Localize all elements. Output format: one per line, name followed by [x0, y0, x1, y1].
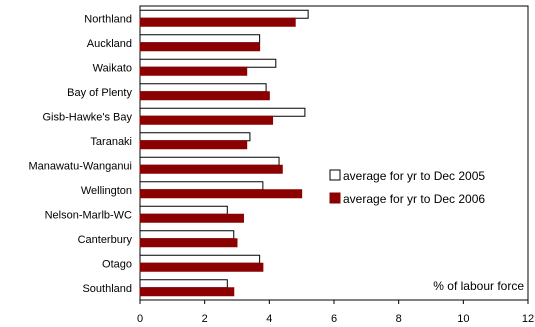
- bar-2005: [139, 132, 251, 142]
- category-label: Northland: [84, 13, 132, 25]
- x-tick-label: 10: [457, 313, 469, 325]
- bars-group: [139, 9, 309, 297]
- bar-2006: [139, 17, 296, 27]
- bar-2006: [139, 66, 248, 76]
- bar-2005: [139, 83, 267, 93]
- category-label: Otago: [102, 258, 132, 270]
- bar-2005: [139, 34, 261, 44]
- bar-2005: [139, 181, 264, 191]
- bar-2005: [139, 279, 228, 289]
- bar-2006: [139, 213, 244, 223]
- x-axis-ticks: 0 2 4 6 8 10 12: [137, 300, 534, 325]
- bar-2005: [139, 254, 261, 264]
- x-tick-label: 4: [266, 313, 272, 325]
- category-label: Manawatu-Wanganui: [28, 160, 132, 172]
- legend-swatch-2006: [329, 192, 341, 204]
- x-tick-label: 2: [202, 313, 208, 325]
- plot-area: [139, 5, 529, 301]
- bar-2006: [139, 91, 270, 101]
- bar-2006: [139, 189, 303, 199]
- x-tick-label: 6: [331, 313, 337, 325]
- category-label: Wellington: [81, 185, 132, 197]
- legend-label-2005: average for yr to Dec 2005: [343, 169, 485, 183]
- bar-2005: [139, 58, 277, 68]
- x-tick-label: 12: [522, 313, 534, 325]
- bar-2005: [139, 9, 309, 19]
- category-label: Southland: [82, 283, 132, 295]
- category-label: Auckland: [87, 38, 132, 50]
- bar-2006: [139, 238, 238, 248]
- bar-2005: [139, 156, 280, 166]
- bar-2006: [139, 164, 283, 174]
- unit-annotation: % of labour force: [433, 279, 524, 293]
- category-label: Gisb-Hawke's Bay: [42, 111, 132, 123]
- category-label: Canterbury: [78, 234, 133, 246]
- bar-2006: [139, 262, 264, 272]
- category-labels: Northland Auckland Waikato Bay of Plenty Gis…: [28, 13, 132, 295]
- bar-2006: [139, 287, 235, 297]
- legend-swatch-2005: [329, 169, 341, 181]
- category-label: Nelson-Marlb-WC: [45, 209, 132, 221]
- bar-2005: [139, 107, 306, 117]
- x-tick-label: 0: [137, 313, 143, 325]
- bar-2005: [139, 205, 228, 215]
- category-label: Taranaki: [90, 136, 132, 148]
- bar-2006: [139, 115, 274, 125]
- bar-2006: [139, 140, 248, 150]
- legend: average for yr to Dec 2005 average for y…: [329, 169, 485, 206]
- bar-2006: [139, 42, 261, 52]
- category-label: Waikato: [93, 62, 132, 74]
- category-label: Bay of Plenty: [67, 87, 132, 99]
- bar-2005: [139, 230, 235, 240]
- legend-label-2006: average for yr to Dec 2006: [343, 192, 485, 206]
- x-tick-label: 8: [396, 313, 402, 325]
